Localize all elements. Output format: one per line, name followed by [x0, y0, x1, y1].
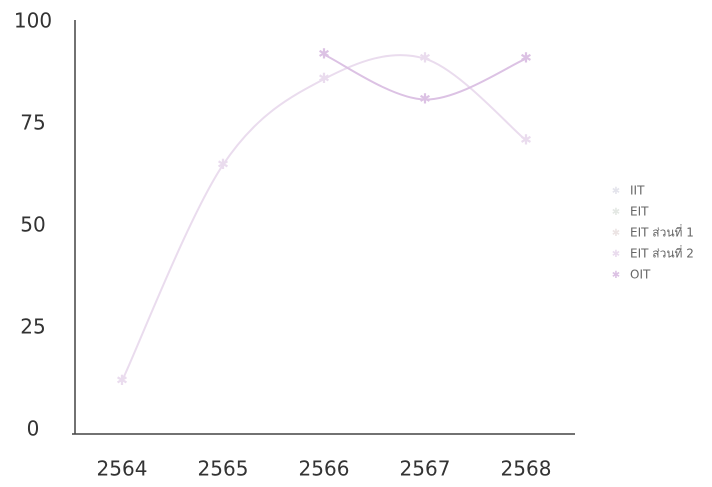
legend-label: EIT ส่วนที่ 2: [630, 245, 694, 261]
legend-label: IIT: [630, 184, 645, 198]
series-line: [121, 54, 527, 382]
legend-marker: ✱: [612, 270, 620, 281]
point-marker: ✱: [217, 157, 229, 173]
point-marker: ✱: [116, 373, 128, 389]
x-tick-label: 2564: [97, 457, 148, 481]
legend-marker: ✱: [612, 186, 620, 197]
y-tick-label: 50: [20, 213, 45, 237]
point-marker: ✱: [318, 71, 330, 87]
y-tick-label: 75: [20, 111, 45, 135]
legend-label: OIT: [630, 268, 651, 282]
legend-label: EIT: [630, 205, 649, 219]
point-marker: ✱: [419, 51, 431, 67]
x-tick-label: 2567: [400, 457, 451, 481]
legend-marker: ✱: [612, 207, 620, 218]
y-tick-label: 0: [27, 417, 40, 441]
legend-marker: ✱: [612, 228, 620, 239]
series-line: [323, 53, 527, 101]
x-tick-label: 2566: [299, 457, 350, 481]
x-tick-label: 2568: [501, 457, 552, 481]
point-marker: ✱: [318, 47, 330, 63]
y-tick-label: 25: [20, 315, 45, 339]
point-marker: ✱: [419, 92, 431, 108]
y-tick-label: 100: [14, 9, 52, 33]
legend-marker: ✱: [612, 249, 620, 260]
x-tick-label: 2565: [198, 457, 249, 481]
point-marker: ✱: [520, 132, 532, 148]
legend-label: EIT ส่วนที่ 1: [630, 224, 694, 240]
point-marker: ✱: [520, 51, 532, 67]
